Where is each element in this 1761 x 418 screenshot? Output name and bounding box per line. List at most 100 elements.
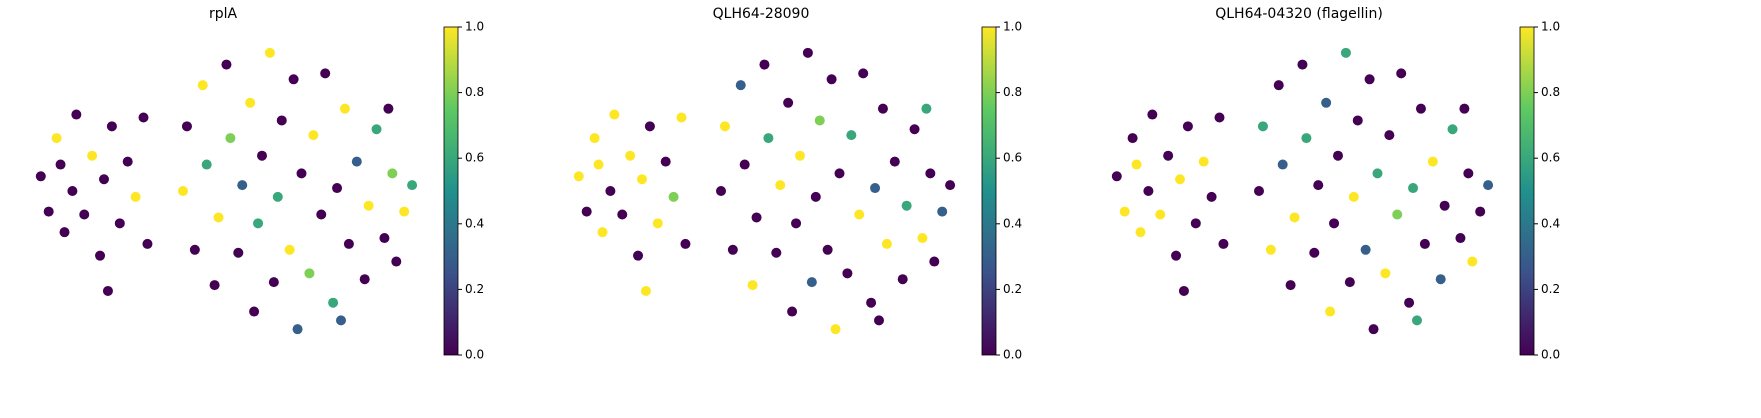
cell-point [874, 315, 884, 326]
cell-point [1325, 306, 1336, 317]
cell-point [1475, 206, 1486, 217]
cell-point [288, 74, 299, 85]
colorbar [1519, 26, 1535, 356]
cell-point [383, 103, 394, 114]
colorbar-tick-label: 0.4 [465, 216, 484, 230]
cell-point [1459, 103, 1470, 114]
cell-point [95, 250, 106, 261]
colorbar-tick-label: 0.6 [1541, 151, 1560, 165]
cell-point [1333, 150, 1343, 161]
cell-point [1412, 315, 1422, 326]
cell-point [1483, 180, 1494, 191]
cell-point [897, 274, 908, 285]
cell-point [189, 244, 200, 255]
colorbar-tick-label: 0.6 [1003, 151, 1022, 165]
cell-point [316, 209, 327, 220]
cell-point [51, 133, 62, 144]
cell-point [1147, 109, 1158, 120]
cell-point [771, 247, 782, 258]
colorbar-tick-label: 1.0 [1003, 20, 1022, 34]
colorbar-tick-label: 0.6 [465, 151, 484, 165]
colorbar-tick-label: 0.8 [1003, 85, 1022, 99]
cell-point [633, 250, 644, 261]
colorbar-tick-label: 0.2 [1003, 282, 1022, 296]
cell-point [1206, 191, 1217, 202]
cell-point [1455, 233, 1466, 244]
cell-point [609, 109, 620, 120]
cell-point [71, 109, 82, 120]
cell-point [391, 256, 402, 267]
cell-point [1309, 247, 1320, 258]
cell-point [810, 191, 821, 202]
cell-point [1171, 250, 1182, 261]
cell-point [130, 191, 141, 202]
cell-point [814, 115, 825, 126]
cell-point [320, 68, 331, 79]
cell-point [1340, 47, 1351, 58]
cell-point [802, 47, 813, 58]
cell-point [787, 306, 798, 317]
cell-point [407, 180, 418, 191]
cell-point [775, 180, 786, 191]
cell-point [1329, 218, 1340, 229]
cell-point [332, 183, 343, 194]
cell-point [1467, 256, 1478, 267]
cell-point [597, 227, 608, 238]
cell-point [308, 130, 319, 141]
cell-point [249, 306, 260, 317]
cell-point [901, 200, 912, 211]
cell-point [225, 133, 236, 144]
cell-point [751, 212, 762, 223]
cell-point [759, 59, 770, 70]
cell-point [640, 285, 651, 296]
cell-point [253, 218, 264, 229]
cell-point [106, 121, 117, 132]
cell-point [1419, 238, 1430, 249]
cell-point [201, 159, 212, 170]
cell-point [889, 156, 900, 167]
cell-point [1447, 124, 1458, 135]
cell-point [929, 256, 940, 267]
cell-point [102, 285, 113, 296]
cell-point [925, 168, 936, 179]
cell-point [1380, 268, 1391, 279]
cell-point [917, 233, 928, 244]
cell-point [866, 297, 877, 308]
panel-title: QLH64-28090 [713, 6, 810, 22]
cell-point [858, 68, 869, 79]
cell-point [668, 191, 679, 202]
cell-point [1348, 191, 1359, 202]
cell-point [1285, 280, 1296, 291]
cell-point [43, 206, 54, 217]
colorbar-tick-label: 0.8 [465, 85, 484, 99]
cell-point [834, 168, 845, 179]
cell-point [881, 238, 892, 249]
cell-point [945, 180, 956, 191]
cell-point [909, 124, 920, 135]
cell-point [339, 103, 350, 114]
cell-point [573, 171, 584, 182]
cell-point [1190, 218, 1201, 229]
cell-point [1463, 168, 1474, 179]
cell-point [747, 280, 758, 291]
cell-point [822, 244, 833, 255]
cell-point [1218, 238, 1229, 249]
cell-point [343, 238, 354, 249]
cell-point [1289, 212, 1300, 223]
cell-point [387, 168, 398, 179]
cell-point [1143, 186, 1154, 196]
cell-point [59, 227, 70, 238]
cell-point [1175, 174, 1185, 185]
cell-point [245, 97, 256, 108]
cell-point [625, 150, 636, 161]
cell-point [67, 186, 78, 196]
cell-point [272, 191, 283, 202]
cell-point [1321, 97, 1332, 108]
cell-point [1360, 244, 1371, 255]
cell-point [716, 186, 726, 196]
cell-point [114, 218, 125, 229]
cell-point [1352, 115, 1363, 126]
cell-point [644, 121, 655, 132]
cell-point [1368, 324, 1379, 335]
